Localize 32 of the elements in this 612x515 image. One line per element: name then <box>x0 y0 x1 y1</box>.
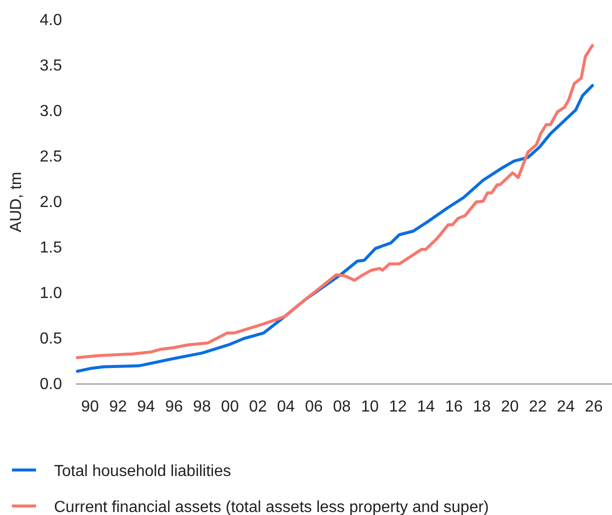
x-tick-label: 92 <box>109 398 127 416</box>
x-tick-label: 08 <box>333 398 351 416</box>
x-tick-label: 06 <box>305 398 323 416</box>
y-tick-label: 1.5 <box>40 240 62 257</box>
x-tick-label: 14 <box>416 398 435 416</box>
x-tick-label: 16 <box>444 398 463 416</box>
x-tick-label: 00 <box>221 398 239 416</box>
x-tick-label: 20 <box>500 398 519 416</box>
legend-label: Total household liabilities <box>54 463 231 480</box>
y-tick-label: 2.0 <box>40 194 62 212</box>
y-tick-label: 1.0 <box>40 285 62 302</box>
x-tick-label: 98 <box>193 398 211 416</box>
x-tick-label: 90 <box>81 398 99 416</box>
x-tick-label: 96 <box>165 398 183 416</box>
x-tick-label: 04 <box>277 398 295 416</box>
y-tick-label: 4.0 <box>40 12 62 30</box>
y-tick-label: 0.5 <box>40 330 62 348</box>
y-tick-label: 2.5 <box>40 148 62 166</box>
x-tick-label: 24 <box>556 398 575 416</box>
x-tick-label: 12 <box>388 398 407 416</box>
legend-label: Current financial assets (total assets less property and super) <box>54 499 489 515</box>
y-tick-label: 0.0 <box>40 376 62 394</box>
x-tick-label: 10 <box>360 398 379 416</box>
y-tick-label: 3.0 <box>40 103 62 120</box>
x-tick-label: 02 <box>249 398 267 416</box>
x-tick-label: 18 <box>472 398 491 416</box>
line-series <box>76 44 594 360</box>
x-tick-label: 22 <box>528 398 547 416</box>
x-tick-label: 26 <box>584 398 603 416</box>
y-tick-label: 3.5 <box>40 58 62 75</box>
y-axis-title: AUD, tm <box>8 172 25 232</box>
x-tick-label: 94 <box>137 398 155 416</box>
